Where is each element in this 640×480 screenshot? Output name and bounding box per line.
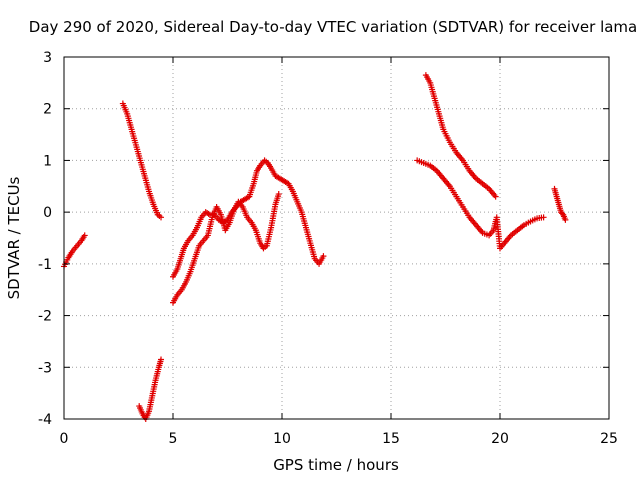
data-point bbox=[559, 210, 566, 217]
y-tick-label: 3 bbox=[43, 50, 52, 66]
data-point bbox=[158, 214, 165, 221]
series-segment-3 bbox=[136, 356, 165, 422]
series-segment-8 bbox=[551, 185, 569, 223]
y-tick-label: 1 bbox=[43, 153, 52, 169]
data-point bbox=[492, 193, 499, 200]
x-tick-label: 20 bbox=[491, 431, 509, 447]
series-segment-2 bbox=[119, 100, 165, 221]
data-marks bbox=[61, 72, 569, 422]
data-point bbox=[562, 216, 569, 223]
data-point bbox=[158, 356, 165, 363]
data-point bbox=[320, 253, 327, 260]
y-axis-label: SDTVAR / TECUs bbox=[5, 176, 23, 299]
y-tick-label: -2 bbox=[38, 309, 52, 325]
series-segment-5 bbox=[170, 191, 282, 306]
x-axis-label: GPS time / hours bbox=[273, 456, 399, 474]
grid-lines bbox=[64, 57, 609, 419]
y-tick-label: -3 bbox=[38, 360, 52, 376]
x-tick-label: 0 bbox=[60, 431, 69, 447]
x-tick-label: 5 bbox=[169, 431, 178, 447]
y-tick-label: -4 bbox=[38, 412, 52, 428]
y-tick-label: 2 bbox=[43, 102, 52, 118]
data-point bbox=[275, 191, 282, 198]
chart-title: Day 290 of 2020, Sidereal Day-to-day VTE… bbox=[29, 18, 637, 36]
plot-frame bbox=[63, 56, 610, 420]
y-tick-label: -1 bbox=[38, 257, 52, 273]
axis-ticks: 0 5 10 15 20 25 -4 -3 -2 -1 0 1 2 3 bbox=[38, 50, 618, 447]
x-tick-label: 10 bbox=[273, 431, 291, 447]
data-point bbox=[81, 232, 88, 239]
series-segment-7 bbox=[422, 72, 499, 200]
data-point bbox=[540, 214, 547, 221]
x-tick-label: 15 bbox=[382, 431, 400, 447]
y-tick-label: 0 bbox=[43, 205, 52, 221]
series-segment-6 bbox=[414, 157, 547, 252]
x-tick-label: 25 bbox=[600, 431, 618, 447]
